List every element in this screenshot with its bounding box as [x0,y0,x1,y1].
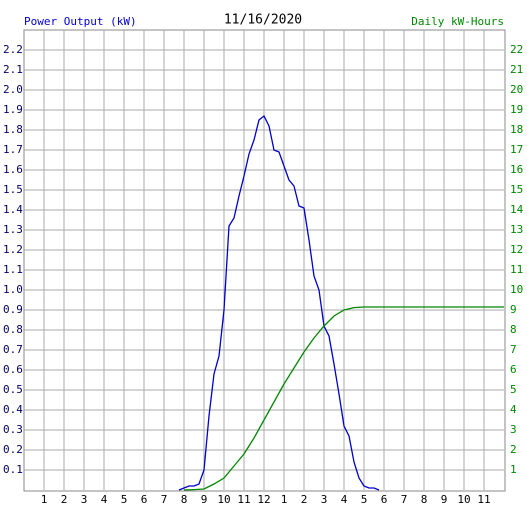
y-tick-label: 1.0 [3,283,23,296]
y-tick-label: 2.2 [3,43,23,56]
x-tick-label: 11 [237,493,250,506]
y2-tick-label: 8 [510,323,517,336]
chart-title: 11/16/2020 [224,13,302,28]
y-tick-label: 1.8 [3,123,23,136]
x-tick-label: 1 [281,493,288,506]
x-tick-label: 6 [381,493,388,506]
series-line [178,114,380,491]
y2-tick-label: 3 [510,423,517,436]
y-tick-label: 1.3 [3,223,23,236]
x-tick-label: 2 [61,493,68,506]
x-tick-label: 11 [477,493,490,506]
y2-tick-label: 14 [510,203,524,216]
x-tick-label: 9 [201,493,208,506]
series-line [183,306,504,491]
y-tick-label: 2.0 [3,83,23,96]
x-tick-label: 7 [401,493,408,506]
y2-tick-label: 18 [510,123,523,136]
x-tick-label: 12 [257,493,270,506]
y2-tick-label: 20 [510,83,523,96]
y-tick-label: 0.5 [3,383,23,396]
x-tick-label: 3 [321,493,328,506]
y-tick-label: 0.7 [3,343,23,356]
y2-tick-label: 12 [510,243,523,256]
y-tick-label: 1.5 [3,183,23,196]
left-axis-title: Power Output (kW) [24,15,137,28]
y2-tick-label: 22 [510,43,523,56]
x-tick-label: 8 [421,493,428,506]
y2-tick-label: 7 [510,343,517,356]
y-tick-label: 1.6 [3,163,23,176]
y-tick-label: 0.3 [3,423,23,436]
y2-tick-label: 19 [510,103,523,116]
y2-tick-label: 5 [510,383,517,396]
y-tick-label: 0.9 [3,303,23,316]
y2-tick-label: 15 [510,183,523,196]
y2-tick-label: 11 [510,263,523,276]
y2-tick-label: 9 [510,303,517,316]
x-tick-label: 8 [181,493,188,506]
x-tick-label: 5 [121,493,128,506]
y2-tick-label: 1 [510,463,517,476]
y-tick-label: 1.2 [3,243,23,256]
y-tick-label: 0.6 [3,363,23,376]
y-tick-label: 0.2 [3,443,23,456]
y-tick-label: 1.9 [3,103,23,116]
y-tick-label: 1.7 [3,143,23,156]
x-tick-label: 5 [361,493,368,506]
y-tick-label: 2.1 [3,63,23,76]
y-tick-label: 1.4 [3,203,23,216]
right-axis-title: Daily kW-Hours [411,15,504,28]
x-tick-label: 6 [141,493,148,506]
x-tick-label: 10 [217,493,230,506]
x-tick-label: 2 [301,493,308,506]
x-tick-label: 4 [101,493,108,506]
y-tick-label: 1.1 [3,263,23,276]
y2-tick-label: 4 [510,403,517,416]
x-tick-label: 4 [341,493,348,506]
x-tick-label: 3 [81,493,88,506]
x-tick-label: 9 [441,493,448,506]
y2-tick-label: 10 [510,283,523,296]
y2-tick-label: 17 [510,143,523,156]
y2-tick-label: 2 [510,443,517,456]
x-tick-label: 1 [41,493,48,506]
y2-tick-label: 21 [510,63,523,76]
y-tick-label: 0.8 [3,323,23,336]
y-tick-label: 0.4 [3,403,23,416]
y2-tick-label: 6 [510,363,517,376]
x-tick-label: 10 [457,493,470,506]
y-tick-label: 0.1 [3,463,23,476]
y2-tick-label: 16 [510,163,523,176]
x-tick-label: 7 [161,493,168,506]
y2-tick-label: 13 [510,223,523,236]
